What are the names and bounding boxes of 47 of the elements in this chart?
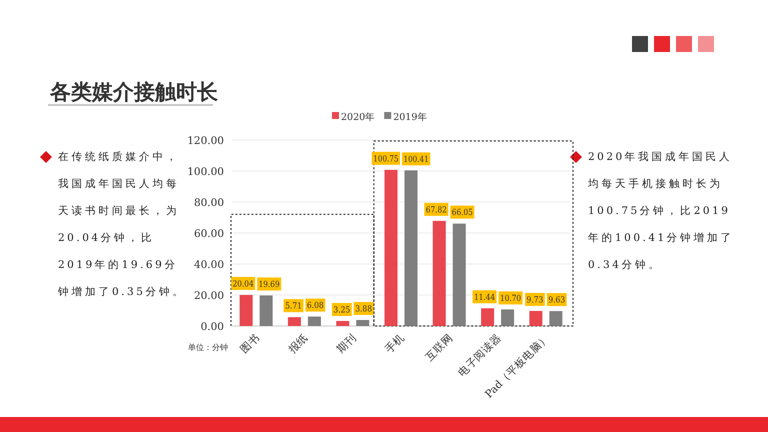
bar [240, 294, 253, 326]
bar [432, 220, 446, 326]
data-label: 100.41 [404, 154, 434, 165]
bar [288, 317, 301, 326]
text: 在传统纸质媒介中，我国成年国民人均每天读书时间最长，为20.04分钟，比2019年的19.69分钟增加了0.35分钟。 [58, 151, 186, 298]
bar [336, 320, 350, 326]
bar [549, 311, 562, 326]
y-tick-label: 20.00 [194, 290, 224, 302]
bar [356, 320, 370, 326]
data-label: 19.69 [258, 280, 283, 290]
bar [501, 309, 514, 326]
y-tick-label: 40.00 [194, 259, 224, 271]
chart-title: 各类媒介接触时长 [49, 80, 219, 104]
x-tick-label: 互联网 [424, 332, 456, 364]
bar [452, 224, 466, 326]
x-tick-label: 报纸 [286, 332, 311, 356]
x-tick-label: 图书 [238, 330, 262, 356]
data-label: 100.75 [373, 154, 404, 164]
data-label: 9.63 [548, 296, 568, 306]
legend-label: 2019年 [393, 111, 428, 123]
y-tick-label: 80.00 [194, 197, 224, 209]
y-tick-label: 0.00 [200, 321, 224, 333]
bar [308, 316, 321, 326]
data-label: 9.73 [526, 295, 546, 306]
bar [404, 170, 418, 326]
bar [260, 295, 273, 326]
y-tick-label: 100.00 [187, 166, 224, 178]
data-label: 10.70 [500, 294, 524, 304]
text: 2020年我国成年国民人均每天手机接触时长为100.75分钟，比2019年的100.41分钟增加了0.34分钟。 [588, 151, 734, 271]
y-tick-label: 60.00 [194, 228, 224, 240]
x-tick-label: 手机 [382, 330, 408, 356]
data-label: 3.88 [355, 304, 374, 314]
text: 单位：分钟 [188, 343, 228, 352]
data-label: 5.71 [285, 302, 304, 312]
data-label: 3.25 [333, 305, 352, 316]
bar [529, 310, 542, 326]
data-label: 67.82 [426, 205, 450, 216]
y-tick-label: 120.00 [187, 135, 224, 147]
data-label: 66.05 [452, 208, 476, 218]
bar [481, 308, 494, 326]
data-label: 11.44 [474, 292, 498, 303]
legend-label: 2020年 [341, 111, 376, 123]
x-tick-label: 期刊 [334, 332, 359, 356]
data-label: 6.08 [306, 301, 326, 312]
x-tick-label: 电子阅读器 [456, 330, 504, 380]
data-label: 20.04 [232, 279, 257, 290]
bar [384, 170, 398, 326]
